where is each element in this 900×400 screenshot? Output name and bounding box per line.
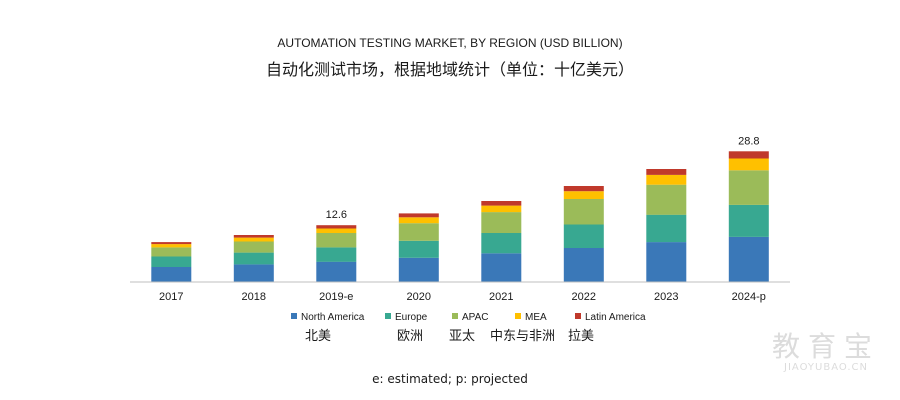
bar-2021-mea xyxy=(481,205,522,213)
bar-2019-e-europe xyxy=(316,247,357,262)
legend-label-cn-europe: 欧洲 xyxy=(397,329,423,344)
bar-2024-p-europe xyxy=(728,204,769,237)
bar-2020-europe xyxy=(398,240,439,258)
bar-2021-north-america xyxy=(481,253,522,282)
chart-title: AUTOMATION TESTING MARKET, BY REGION (US… xyxy=(277,36,623,50)
legend-swatch-apac xyxy=(452,313,458,319)
legend-label-cn-latin-america: 拉美 xyxy=(568,329,594,344)
bar-2017-latin-america xyxy=(151,242,192,245)
legend-label-cn-mea: 中东与非洲 xyxy=(490,329,555,344)
bar-2023-latin-america xyxy=(646,169,687,175)
legend-swatch-latin-america xyxy=(575,313,581,319)
x-tick-2022: 2022 xyxy=(572,291,596,303)
bar-2020-north-america xyxy=(398,257,439,282)
chart-subtitle: 自动化测试市场，根据地域统计（单位：十亿美元） xyxy=(265,60,634,79)
watermark-cn: 教育宝 xyxy=(771,330,880,363)
data-label-2024-p: 28.8 xyxy=(738,135,759,147)
bar-2024-p-apac xyxy=(728,170,769,205)
bar-2019-e-north-america xyxy=(316,261,357,282)
legend-label-cn-apac: 亚太 xyxy=(449,329,475,344)
bar-2018-apac xyxy=(233,241,274,253)
bar-2019-e-apac xyxy=(316,233,357,248)
legend-label-cn-north-america: 北美 xyxy=(305,329,331,344)
legend-label-europe: Europe xyxy=(395,312,428,323)
bar-2022-latin-america xyxy=(563,186,604,192)
legend-label-mea: MEA xyxy=(525,312,547,323)
bar-2017-europe xyxy=(151,256,192,267)
watermark: 教育宝 JIAOYUBAO.CN xyxy=(771,330,880,374)
bar-2017-mea xyxy=(151,244,192,248)
data-label-2019-e: 12.6 xyxy=(326,209,347,221)
footnote: e: estimated; p: projected xyxy=(372,372,528,386)
bar-2021-europe xyxy=(481,233,522,254)
bar-2021-latin-america xyxy=(481,201,522,206)
bar-2017-apac xyxy=(151,247,192,257)
x-tick-2018: 2018 xyxy=(242,291,266,303)
bar-2024-p-north-america xyxy=(728,236,769,282)
bar-2019-e-latin-america xyxy=(316,225,357,229)
bar-2018-north-america xyxy=(233,264,274,282)
bar-2022-apac xyxy=(563,199,604,225)
bar-2024-p-mea xyxy=(728,158,769,171)
bar-2023-north-america xyxy=(646,242,687,282)
bar-2023-apac xyxy=(646,184,687,215)
bar-2022-mea xyxy=(563,191,604,199)
x-tick-2020: 2020 xyxy=(407,291,431,303)
bar-2022-europe xyxy=(563,224,604,248)
legend-label-apac: APAC xyxy=(462,312,489,323)
bar-2018-mea xyxy=(233,237,274,242)
x-tick-2021: 2021 xyxy=(489,291,513,303)
bar-2020-apac xyxy=(398,223,439,241)
bar-2017-north-america xyxy=(151,267,192,282)
legend-swatch-europe xyxy=(385,313,391,319)
legend-label-latin-america: Latin America xyxy=(585,312,646,323)
bar-2023-europe xyxy=(646,214,687,243)
bar-2020-latin-america xyxy=(398,213,439,218)
bar-2019-e-mea xyxy=(316,228,357,233)
bar-2020-mea xyxy=(398,217,439,224)
x-tick-2017: 2017 xyxy=(159,291,183,303)
legend-swatch-mea xyxy=(515,313,521,319)
bar-2018-latin-america xyxy=(233,235,274,238)
legend-label-north-america: North America xyxy=(301,312,365,323)
bar-2022-north-america xyxy=(563,248,604,282)
watermark-en: JIAOYUBAO.CN xyxy=(784,362,868,373)
x-tick-2019-e: 2019-e xyxy=(319,291,353,303)
x-tick-2023: 2023 xyxy=(654,291,678,303)
bar-2018-europe xyxy=(233,252,274,265)
legend-swatch-north-america xyxy=(291,313,297,319)
x-tick-2024-p: 2024-p xyxy=(732,291,766,303)
bar-2024-p-latin-america xyxy=(728,151,769,159)
bar-2021-apac xyxy=(481,212,522,233)
bar-2023-mea xyxy=(646,174,687,185)
